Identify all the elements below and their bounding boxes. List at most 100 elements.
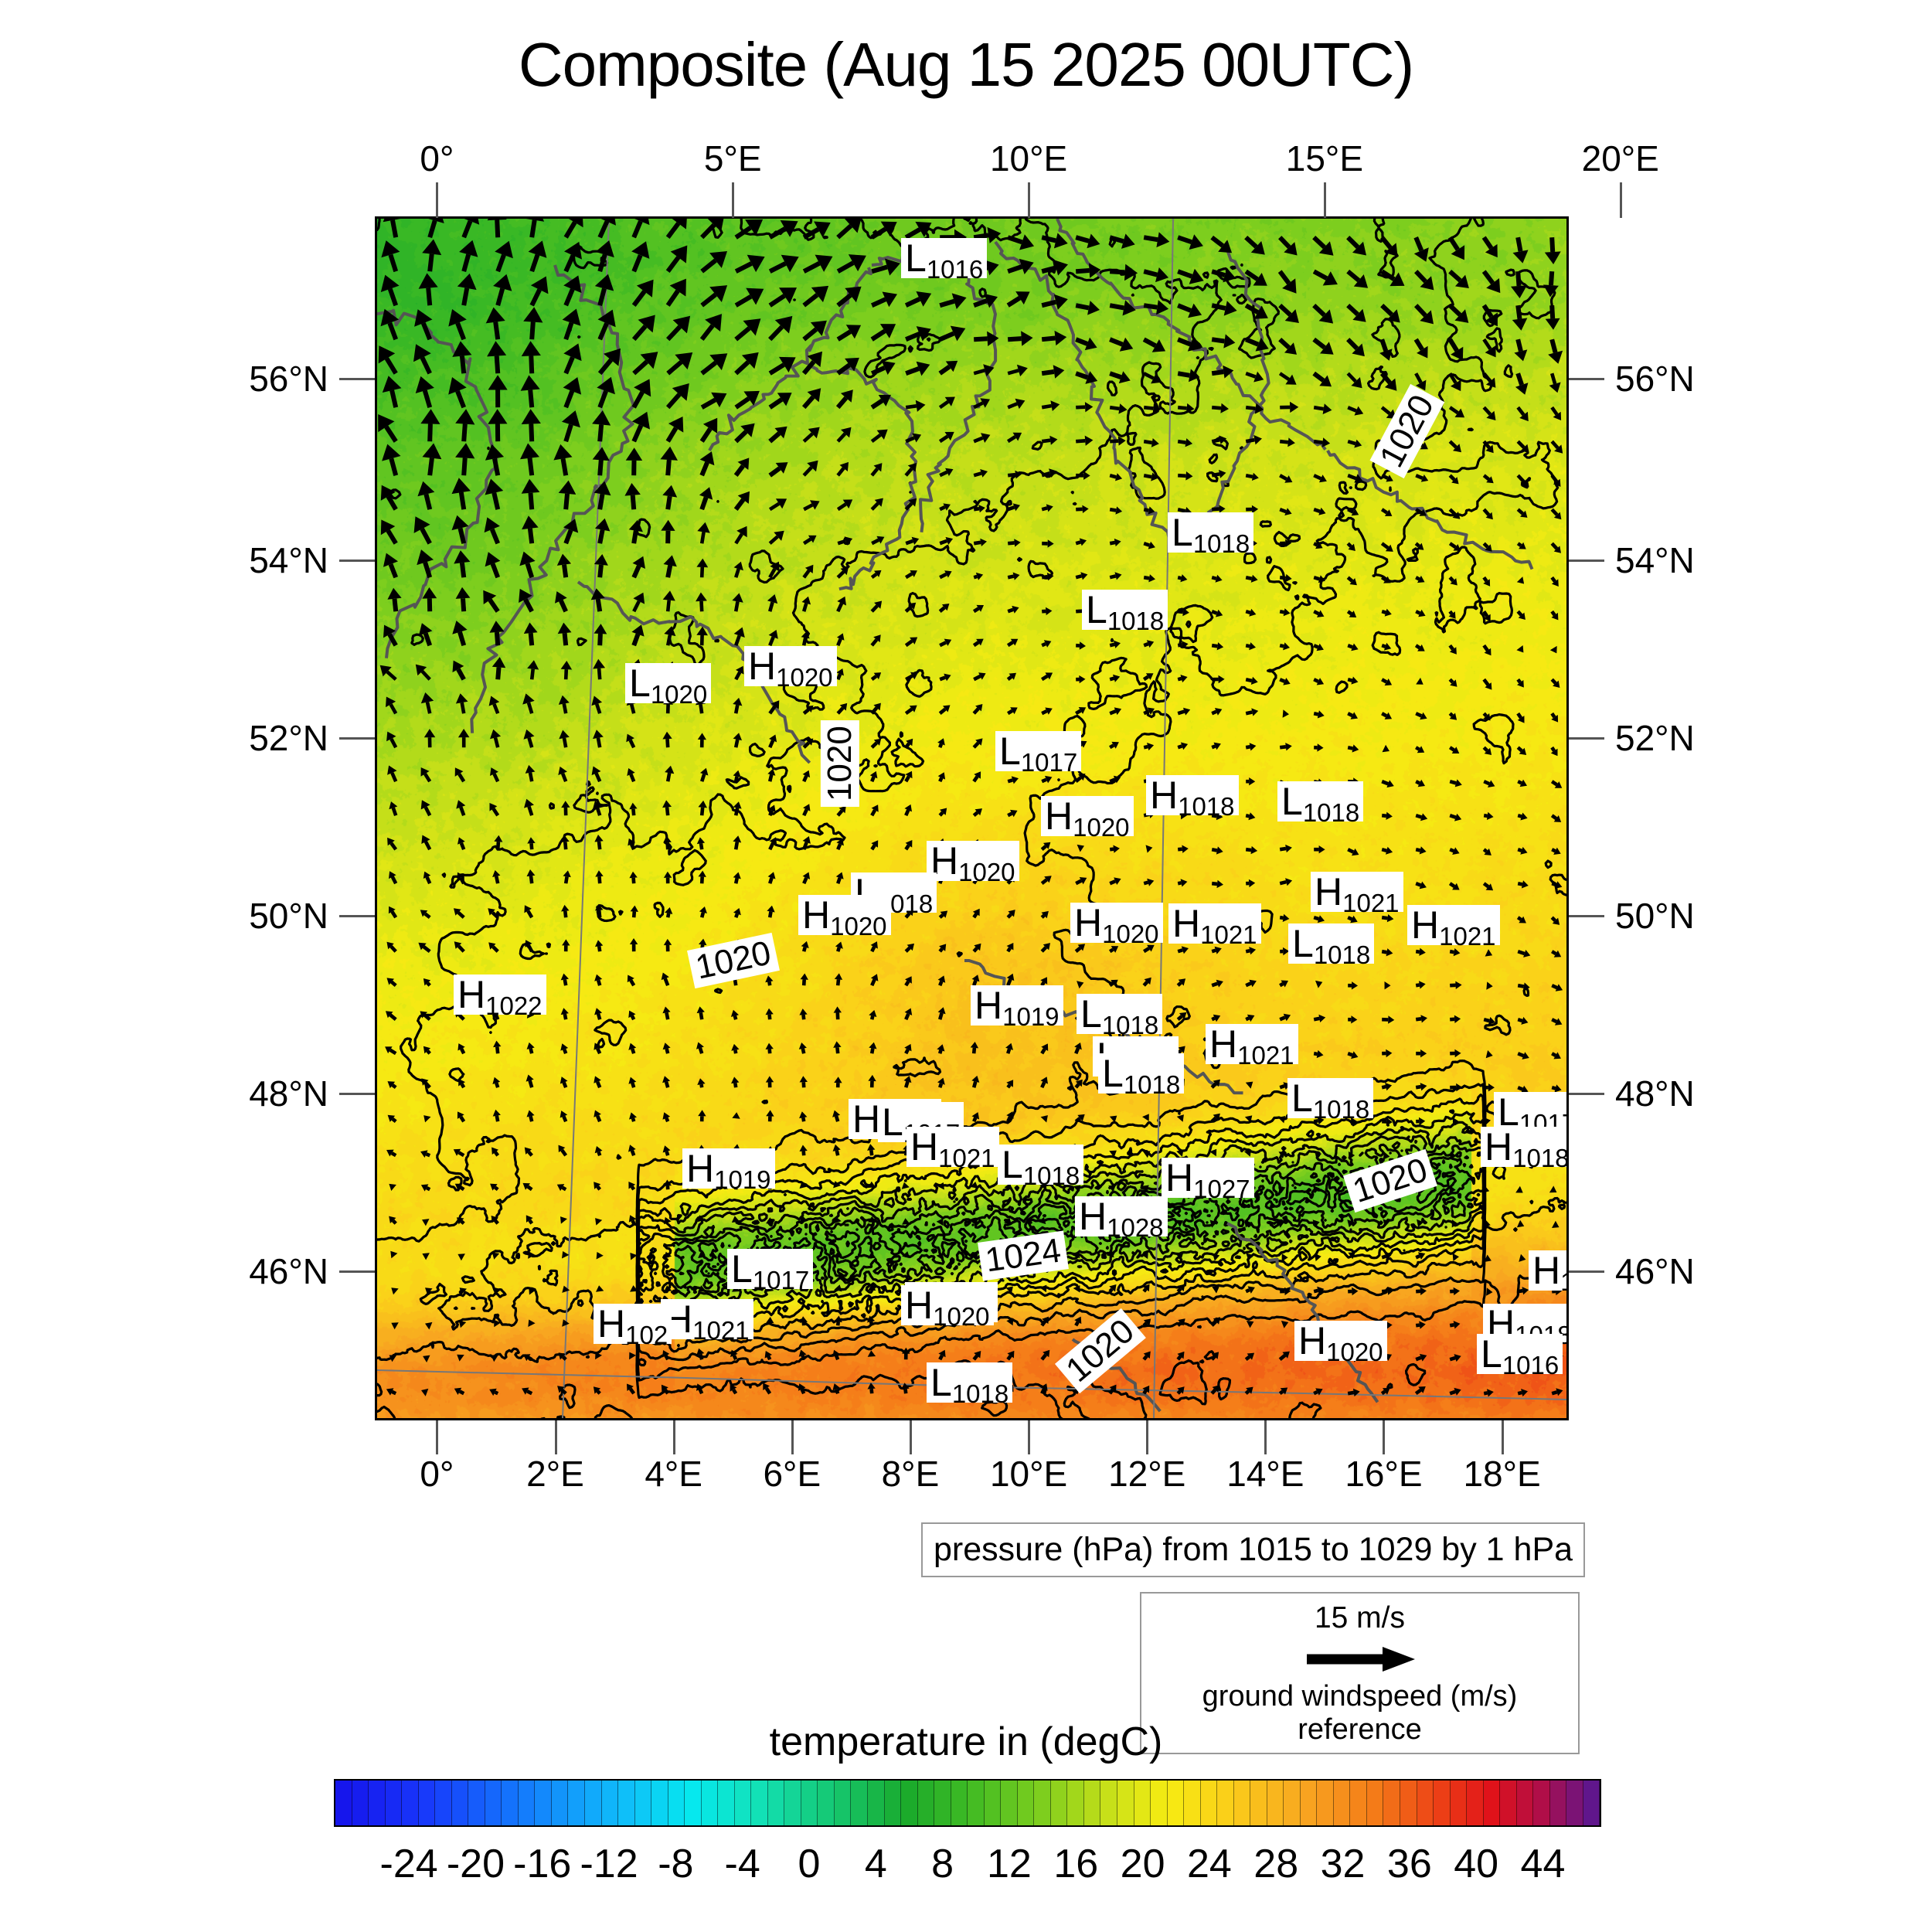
colorbar-cell xyxy=(485,1781,502,1825)
colorbar-cell xyxy=(1583,1781,1600,1825)
wind-vector-arrow xyxy=(1074,774,1086,783)
wind-vector-arrow xyxy=(560,835,570,850)
wind-vector-arrow xyxy=(1550,780,1563,788)
wind-vector-arrow xyxy=(631,315,655,342)
wind-vector-arrow xyxy=(493,274,512,306)
wind-vector-arrow xyxy=(459,240,478,272)
colorbar-tick-labels: -24 -20 -16 -12 -8 -4 0 4 8 12 16 20 24 28 32 36 40 44 xyxy=(334,1841,1601,1895)
wind-vector-arrow xyxy=(905,536,920,546)
wind-vector-arrow xyxy=(451,515,469,544)
wind-vector-arrow xyxy=(1041,400,1060,411)
pressure-marker-value: 1019 xyxy=(1002,1002,1060,1031)
wind-vector-arrow xyxy=(1381,846,1393,855)
wind-vector-arrow xyxy=(768,315,793,342)
wind-vector-arrow xyxy=(867,1350,876,1357)
map-plot-area[interactable]: L1016 L1018 L1018 L1020 H1020 L1017 H1018 L1018… xyxy=(375,216,1569,1420)
wind-vector-arrow xyxy=(903,1076,912,1088)
wind-vector-arrow xyxy=(389,1216,397,1225)
wind-vector-arrow xyxy=(421,1078,431,1089)
wind-vector-arrow xyxy=(1451,1219,1458,1228)
wind-vector-arrow xyxy=(381,240,400,273)
wind-vector-arrow xyxy=(630,1253,638,1260)
wind-vector-arrow xyxy=(558,695,570,714)
wind-vector-arrow xyxy=(905,400,926,412)
wind-vector-arrow xyxy=(378,414,398,443)
wind-vector-arrow xyxy=(734,352,759,376)
wind-vector-arrow xyxy=(1075,263,1101,278)
wind-vector-arrow xyxy=(1552,1220,1560,1228)
wind-vector-arrow xyxy=(527,837,536,850)
wind-vector-arrow xyxy=(1450,1049,1461,1058)
wind-vector-arrow xyxy=(1448,406,1465,418)
wind-vector-arrow xyxy=(699,314,722,342)
wind-vector-arrow xyxy=(1448,576,1458,586)
wind-vector-arrow xyxy=(1211,742,1221,750)
colorbar-cell xyxy=(1267,1781,1284,1825)
wind-vector-arrow xyxy=(1449,1185,1456,1194)
wind-vector-arrow xyxy=(420,692,434,714)
wind-vector-arrow xyxy=(802,254,833,274)
wind-vector-arrow xyxy=(1142,944,1155,954)
wind-vector-arrow xyxy=(1177,337,1202,352)
wind-vector-arrow xyxy=(453,1148,465,1158)
wind-vector-arrow xyxy=(696,558,709,578)
wind-vector-arrow xyxy=(1448,372,1461,392)
wind-vector-arrow xyxy=(1212,675,1225,684)
wind-vector-arrow xyxy=(485,307,505,340)
colorbar-tick-label: 16 xyxy=(1053,1842,1099,1886)
wind-vector-arrow xyxy=(1516,746,1527,755)
wind-vector-arrow xyxy=(768,530,784,545)
wind-vector-arrow xyxy=(1448,269,1469,288)
wind-vector-arrow xyxy=(699,487,713,511)
wind-vector-arrow xyxy=(1516,645,1524,653)
pressure-marker-value: 1018 xyxy=(1192,529,1250,558)
wind-vector-arrow xyxy=(594,1146,603,1156)
wind-vector-arrow xyxy=(420,910,431,920)
wind-vector-arrow xyxy=(1516,610,1526,620)
wind-vector-arrow xyxy=(488,696,500,715)
wind-vector-arrow xyxy=(594,624,607,646)
wind-vector-arrow xyxy=(904,840,913,851)
left-tick-mark xyxy=(339,560,375,562)
wind-vector-arrow xyxy=(1415,813,1428,821)
wind-vector-arrow xyxy=(558,1145,568,1157)
wind-vector-arrow xyxy=(390,1250,398,1259)
wind-vector-arrow xyxy=(1142,1351,1151,1361)
pressure-contour xyxy=(836,1159,1481,1277)
wind-vector-arrow xyxy=(730,1384,738,1395)
wind-vector-arrow xyxy=(1448,304,1469,323)
wind-vector-arrow xyxy=(454,1387,465,1396)
wind-vector-arrow xyxy=(591,766,602,783)
wind-vector-arrow xyxy=(766,1110,774,1122)
wind-vector-arrow xyxy=(870,804,879,817)
wind-vector-arrow xyxy=(870,738,882,749)
wind-vector-arrow xyxy=(663,938,672,952)
pressure-marker-h: H1019 xyxy=(682,1148,775,1192)
colorbar-tick-label: 8 xyxy=(931,1842,954,1886)
wind-vector-arrow xyxy=(868,1284,876,1291)
wind-vector-arrow xyxy=(629,938,638,952)
wind-vector-arrow xyxy=(1244,269,1267,286)
colorbar-cell xyxy=(1566,1781,1583,1825)
wind-vector-arrow xyxy=(867,1144,876,1156)
wind-vector-arrow xyxy=(422,587,437,612)
wind-vector-arrow xyxy=(494,835,503,850)
colorbar-cell xyxy=(784,1781,801,1825)
wind-vector-arrow xyxy=(488,942,499,953)
wind-vector-arrow xyxy=(1175,1253,1184,1260)
wind-vector-arrow xyxy=(870,394,891,410)
colorbar-cell xyxy=(1333,1781,1351,1825)
wind-vector-arrow xyxy=(973,226,1002,243)
colorbar-cell xyxy=(1151,1781,1168,1825)
pressure-marker-value: 1027 xyxy=(1193,1175,1250,1203)
wind-vector-arrow xyxy=(1482,576,1491,587)
pressure-marker-type: L xyxy=(1080,992,1102,1036)
wind-vector-arrow xyxy=(1347,676,1359,685)
wind-vector-arrow xyxy=(700,219,724,240)
wind-vector-arrow xyxy=(448,377,467,409)
wind-vector-arrow xyxy=(1211,609,1223,617)
temperature-colorbar[interactable] xyxy=(334,1779,1601,1827)
wind-vector-arrow xyxy=(1482,372,1496,388)
wind-vector-arrow xyxy=(937,738,945,749)
wind-vector-arrow xyxy=(1415,508,1427,516)
